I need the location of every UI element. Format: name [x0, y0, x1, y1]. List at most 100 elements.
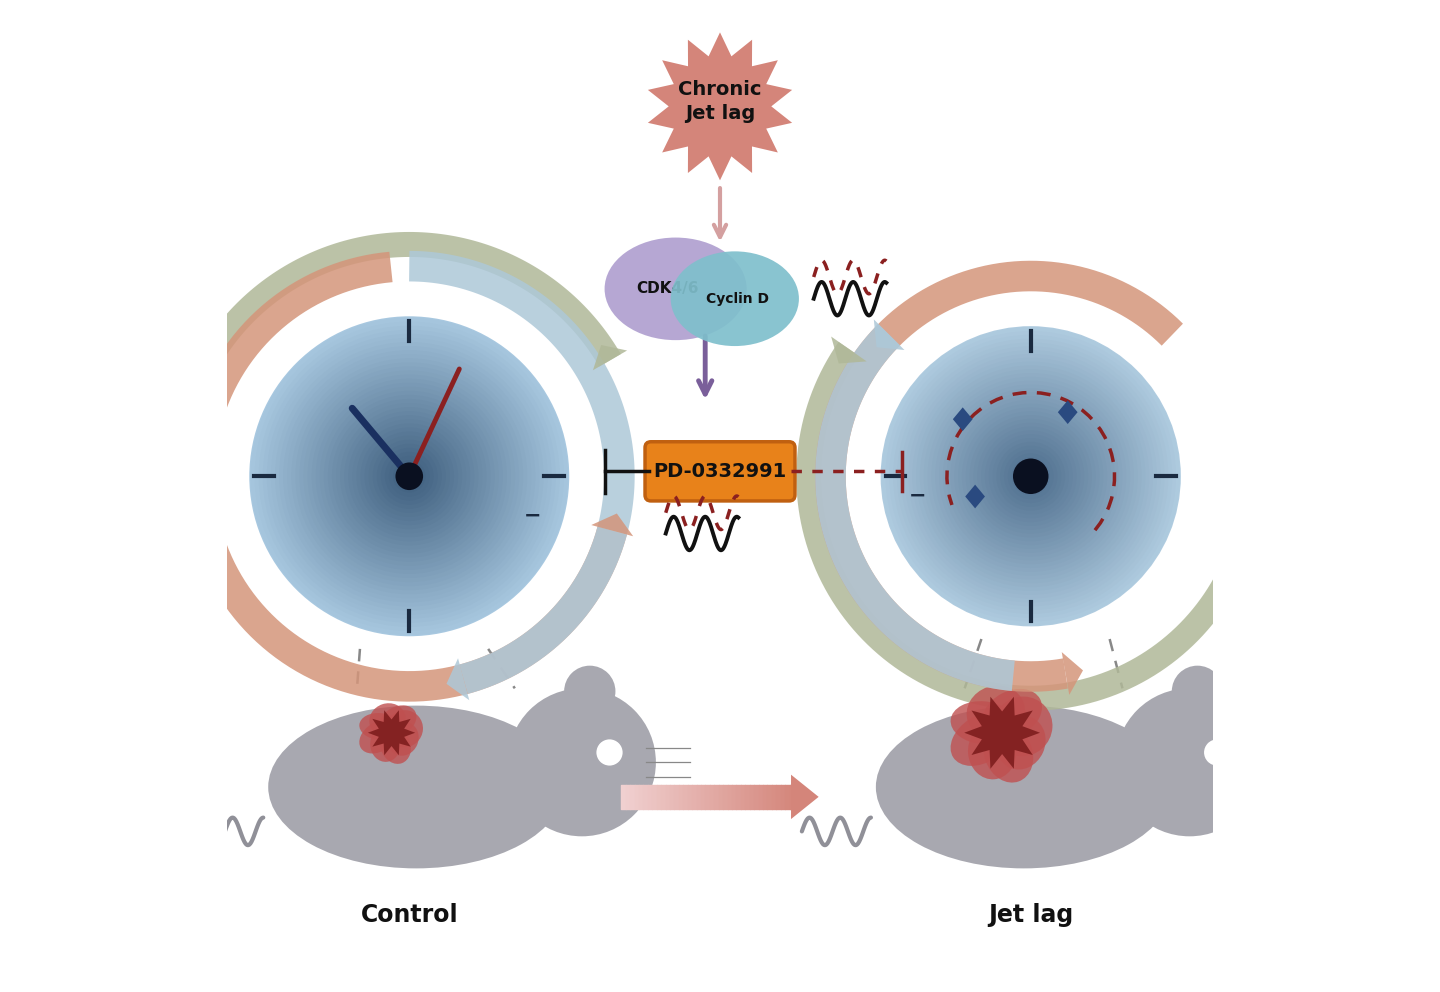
- Circle shape: [360, 428, 458, 525]
- Circle shape: [966, 412, 1096, 542]
- Circle shape: [989, 434, 1073, 518]
- Circle shape: [311, 379, 507, 574]
- Circle shape: [946, 392, 1115, 560]
- Circle shape: [384, 452, 433, 501]
- Circle shape: [985, 431, 1077, 522]
- Circle shape: [380, 447, 438, 505]
- Circle shape: [377, 443, 442, 509]
- Circle shape: [1004, 449, 1057, 503]
- Circle shape: [1012, 457, 1050, 495]
- Circle shape: [262, 329, 556, 623]
- Text: Chronic
Jet lag: Chronic Jet lag: [678, 79, 762, 123]
- Circle shape: [300, 366, 520, 586]
- Circle shape: [596, 739, 624, 766]
- Ellipse shape: [982, 688, 1043, 739]
- Ellipse shape: [380, 727, 410, 764]
- Circle shape: [886, 331, 1176, 622]
- Circle shape: [315, 383, 503, 569]
- Circle shape: [320, 387, 498, 565]
- Polygon shape: [965, 696, 1040, 769]
- Circle shape: [393, 460, 426, 493]
- Polygon shape: [592, 514, 634, 537]
- Ellipse shape: [968, 724, 1017, 780]
- Circle shape: [389, 456, 429, 497]
- Ellipse shape: [605, 237, 746, 340]
- Ellipse shape: [386, 710, 423, 748]
- Text: −: −: [524, 506, 541, 526]
- Text: Control: Control: [360, 904, 458, 928]
- Circle shape: [943, 388, 1119, 564]
- Polygon shape: [953, 408, 972, 432]
- Ellipse shape: [876, 705, 1172, 868]
- Polygon shape: [965, 485, 985, 508]
- Text: Jet lag: Jet lag: [988, 904, 1073, 928]
- Circle shape: [981, 427, 1080, 526]
- Circle shape: [291, 358, 527, 594]
- FancyBboxPatch shape: [645, 441, 795, 501]
- Ellipse shape: [966, 685, 1025, 739]
- Circle shape: [353, 420, 467, 534]
- Circle shape: [1008, 453, 1054, 499]
- Circle shape: [255, 321, 564, 631]
- Circle shape: [284, 350, 536, 602]
- Circle shape: [1022, 468, 1038, 484]
- Circle shape: [348, 416, 471, 538]
- Circle shape: [402, 468, 418, 484]
- Circle shape: [1116, 688, 1263, 836]
- Ellipse shape: [950, 712, 1012, 766]
- Circle shape: [336, 403, 482, 550]
- Circle shape: [373, 439, 446, 513]
- Polygon shape: [593, 345, 626, 370]
- Circle shape: [897, 342, 1165, 610]
- Circle shape: [962, 408, 1100, 545]
- Ellipse shape: [387, 722, 419, 756]
- Circle shape: [246, 313, 572, 639]
- Polygon shape: [831, 336, 867, 363]
- Circle shape: [304, 370, 516, 582]
- Circle shape: [364, 432, 454, 521]
- Circle shape: [287, 354, 531, 598]
- Circle shape: [890, 335, 1172, 618]
- Ellipse shape: [984, 723, 1034, 783]
- Circle shape: [1020, 465, 1043, 488]
- Circle shape: [935, 381, 1126, 571]
- Circle shape: [923, 369, 1138, 583]
- Circle shape: [328, 395, 491, 558]
- Polygon shape: [446, 659, 469, 700]
- Circle shape: [916, 362, 1145, 591]
- Polygon shape: [648, 33, 792, 181]
- Circle shape: [1012, 458, 1048, 494]
- Circle shape: [344, 411, 474, 542]
- Circle shape: [324, 391, 495, 561]
- Circle shape: [909, 354, 1153, 598]
- Circle shape: [939, 385, 1122, 568]
- Circle shape: [901, 346, 1161, 606]
- Ellipse shape: [992, 696, 1053, 756]
- Ellipse shape: [996, 716, 1045, 770]
- Circle shape: [932, 377, 1130, 575]
- Text: −: −: [909, 486, 926, 506]
- Circle shape: [878, 323, 1184, 629]
- Text: CDK4/6: CDK4/6: [636, 282, 698, 297]
- Circle shape: [955, 400, 1107, 553]
- Text: Cyclin D: Cyclin D: [706, 292, 769, 306]
- Circle shape: [978, 423, 1084, 530]
- Circle shape: [904, 350, 1156, 602]
- Circle shape: [881, 327, 1179, 625]
- Ellipse shape: [379, 705, 416, 737]
- Circle shape: [295, 362, 523, 590]
- Circle shape: [920, 365, 1142, 587]
- Circle shape: [992, 438, 1068, 515]
- Text: PD-0332991: PD-0332991: [654, 462, 786, 481]
- Circle shape: [927, 373, 1133, 579]
- Circle shape: [275, 342, 543, 610]
- Polygon shape: [1058, 401, 1077, 424]
- Circle shape: [508, 688, 655, 836]
- Circle shape: [912, 358, 1149, 595]
- Circle shape: [996, 441, 1066, 511]
- Circle shape: [405, 472, 413, 480]
- Polygon shape: [367, 710, 415, 755]
- Circle shape: [1204, 739, 1231, 766]
- Circle shape: [969, 415, 1092, 538]
- Polygon shape: [874, 319, 904, 350]
